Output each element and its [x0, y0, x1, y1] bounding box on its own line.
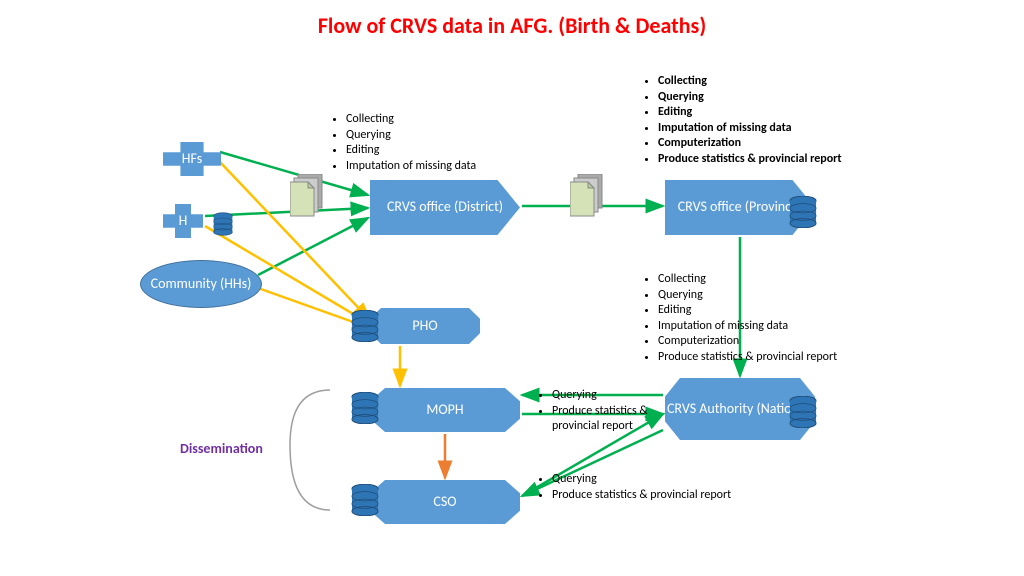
- bullet-list-b5: QueryingProduce statistics & provincial …: [534, 472, 834, 503]
- database-icon-1: [351, 310, 379, 342]
- database-icon-0: [213, 212, 233, 236]
- node-cso: CSO: [370, 480, 520, 524]
- bullet-list-b3: CollectingQueryingEditingImputation of m…: [640, 272, 920, 366]
- database-icon-4: [789, 196, 817, 228]
- node-moph: MOPH: [370, 388, 520, 432]
- arrow-2: [258, 218, 368, 275]
- node-district: CRVS office (District): [370, 180, 520, 235]
- bullet-list-b2: CollectingQueryingEditingImputation of m…: [640, 74, 940, 168]
- bullet-list-b1: CollectingQueryingEditingImputation of m…: [328, 112, 548, 174]
- database-icon-3: [351, 484, 379, 516]
- document-stack-icon-1: [570, 174, 604, 218]
- document-stack-icon-0: [290, 174, 324, 218]
- page-title: Flow of CRVS data in AFG. (Birth & Death…: [0, 12, 1024, 39]
- database-icon-5: [789, 396, 817, 428]
- bullet-list-b4: QueryingProduce statistics & provincial …: [534, 388, 654, 435]
- node-hfs: HFs: [163, 142, 221, 176]
- dissemination-label: Dissemination: [180, 440, 263, 457]
- node-h: H: [163, 204, 203, 238]
- node-pho: PHO: [370, 308, 480, 344]
- database-icon-2: [351, 392, 379, 424]
- node-community: Community (HHs): [140, 260, 262, 308]
